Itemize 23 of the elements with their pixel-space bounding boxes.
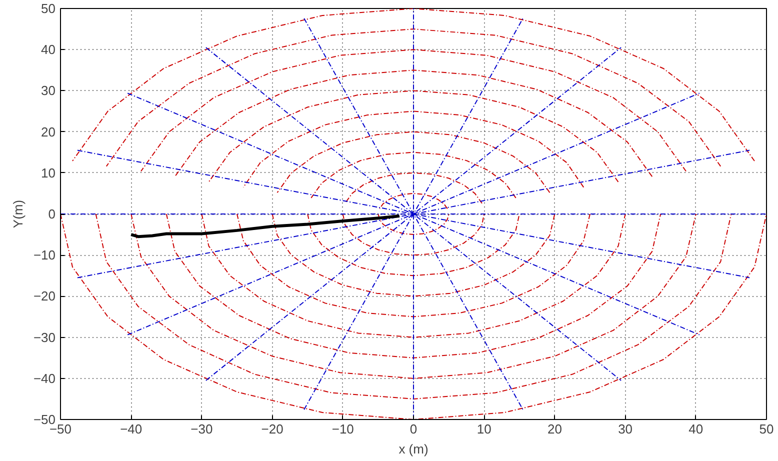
x-axis-title: x (m) (398, 442, 428, 456)
x-tick-label: 0 (410, 422, 418, 436)
y-tick-label: 0 (48, 206, 56, 222)
x-tick-label: −30 (190, 422, 213, 436)
y-tick-label: −50 (33, 412, 56, 427)
y-tick-label: 50 (41, 1, 56, 16)
y-tick-label: −30 (33, 330, 56, 345)
x-tick-label: 10 (476, 422, 492, 436)
y-tick-label: −20 (33, 288, 56, 304)
y-tick-label: 10 (41, 165, 56, 180)
x-tick-label: 40 (688, 422, 704, 436)
y-axis-title: Y(m) (10, 200, 26, 228)
x-tick-label: 50 (759, 422, 774, 436)
y-tick-label: 20 (41, 124, 56, 140)
x-tick-label: −10 (332, 422, 354, 436)
y-tick-label: 40 (41, 42, 56, 58)
x-tick-label: −20 (261, 422, 284, 436)
x-tick-label: 20 (547, 422, 562, 436)
y-tick-label: −10 (33, 248, 56, 263)
y-tick-label: −40 (33, 370, 56, 386)
x-tick-label: 30 (618, 422, 633, 436)
x-tick-label: −40 (120, 422, 142, 436)
y-tick-label: 30 (41, 83, 56, 98)
